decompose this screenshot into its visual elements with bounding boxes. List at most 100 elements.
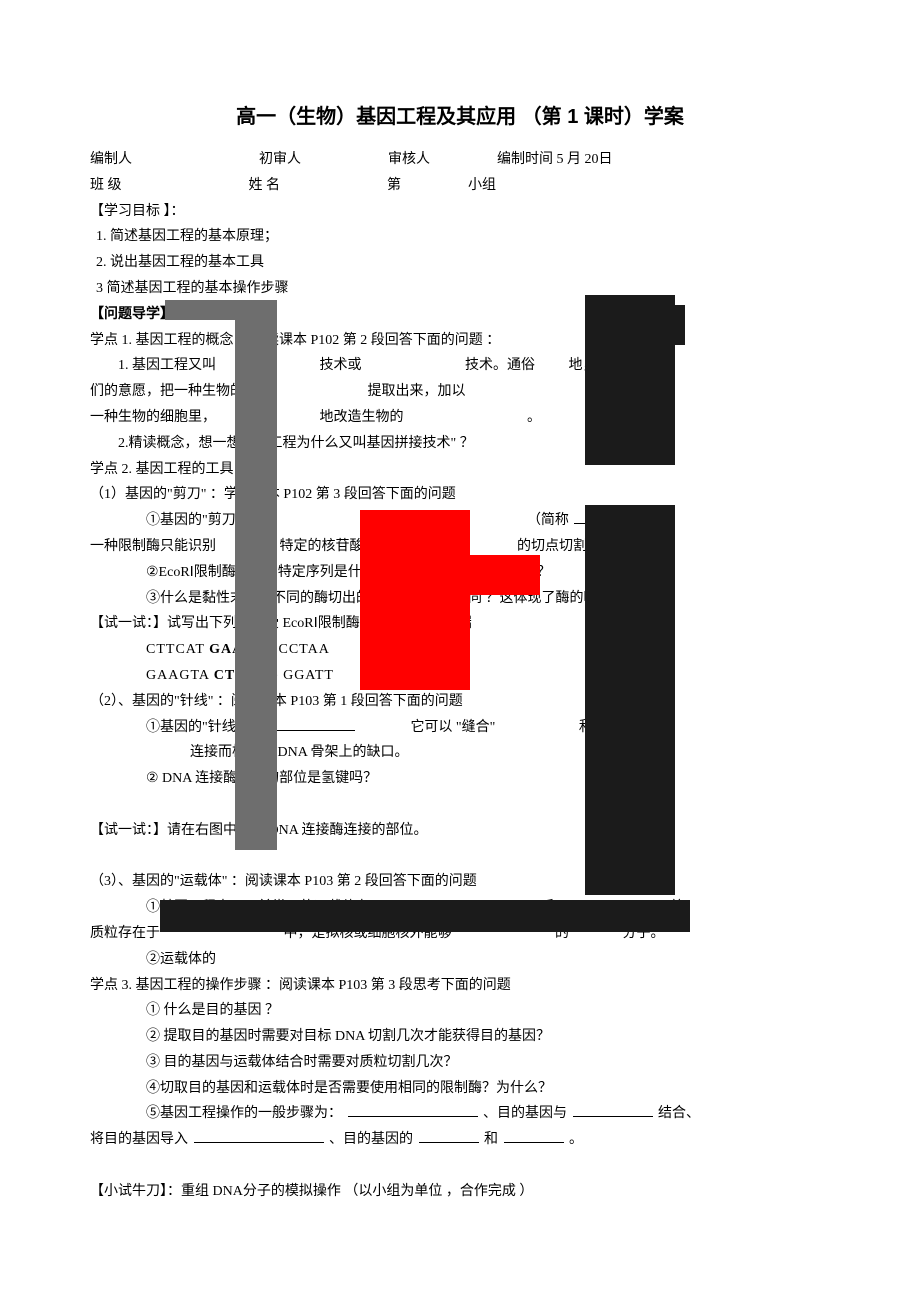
spacer2 bbox=[90, 845, 830, 869]
p2-1-2a: 一种限制酶只能识别 bbox=[90, 539, 216, 554]
p2-head: 学点 2. 基因工程的工具 ： ： bbox=[90, 458, 830, 482]
p1-1a: 1. 基因工程又叫 bbox=[118, 358, 216, 373]
meta-row-1: 编制人 初审人 审核人 编制时间 5 月 20日 bbox=[90, 148, 830, 172]
p1-3b: 地改造生物的 bbox=[320, 410, 404, 425]
blank[interactable] bbox=[566, 896, 666, 911]
seq2c: GGATT bbox=[279, 668, 334, 683]
p1-head: 学点 1. 基因工程的概念 ：阅读课本 P102 第 2 段回答下面的问题 ： bbox=[90, 329, 830, 353]
p2-1-2: 一种限制酶只能识别 特定的核苷酸序列，并在 的切点切割 DNA 分子。 bbox=[90, 535, 830, 559]
p2-3-1d: 等。 bbox=[671, 900, 699, 915]
p3-head: 学点 3. 基因工程的操作步骤 ：阅读课本 P103 第 3 段思考下面的问题 bbox=[90, 974, 830, 998]
p2-2-2: 连接而构成的 DNA 骨架上的缺口。 bbox=[90, 741, 830, 765]
p3-5b: 、目的基因与 bbox=[483, 1106, 567, 1121]
p2-3-2a: 质粒存在于 bbox=[90, 926, 160, 941]
seq2b: CTTAAG bbox=[214, 668, 279, 683]
spacer3 bbox=[90, 1154, 830, 1178]
p3-4: ④切取目的基因和运载体时是否需要使用相同的限制酶？为什么？ bbox=[90, 1077, 830, 1101]
p3-1: ① 什么是目的基因 ？ bbox=[90, 999, 830, 1023]
guide-heading: 【问题导学】 ： bbox=[90, 303, 830, 327]
p2-2-1: ①基因的"针线"是指 它可以 "缝合" 和 交替 bbox=[90, 716, 830, 740]
p1-line1: 1. 基因工程又叫 技术或 技术。通俗 地，就是按照人 bbox=[90, 354, 830, 378]
p2-3-2d: 分子。 bbox=[623, 926, 665, 941]
reviewer-label: 审核人 bbox=[388, 152, 430, 167]
meta-row-2: 班 级 姓 名 第 小组 bbox=[90, 174, 830, 198]
goal-3: 3 简述基因工程的基本操作步骤 bbox=[90, 277, 830, 301]
compile-time-value: 5 月 20日 bbox=[557, 152, 613, 167]
p1-1b: 技术或 bbox=[320, 358, 362, 373]
p1-1d: 地，就是按照人 bbox=[569, 358, 667, 373]
group-prefix: 第 bbox=[387, 178, 401, 193]
p3-6: 将目的基因导入 、目的基因的 和 。 bbox=[90, 1128, 830, 1152]
compiler-label: 编制人 bbox=[90, 152, 132, 167]
p2-1-2c: 的切点切割 DNA 分子。 bbox=[517, 539, 666, 554]
p1-1c: 技术。通俗 bbox=[465, 358, 535, 373]
page-title: 高一（生物）基因工程及其应用 （第 1 课时）学案 bbox=[90, 100, 830, 134]
p2-2-1a: ①基因的"针线"是指 bbox=[146, 720, 269, 735]
p3-5: ⑤基因工程操作的一般步骤为： 、目的基因与 结合、 bbox=[90, 1102, 830, 1126]
try1-head: 【试一试：】试写出下列序列受 EcoRⅠ限制酶作用后的粘性末端 bbox=[90, 612, 830, 636]
p2-1-1c: ） bbox=[660, 513, 674, 528]
name-label: 姓 名 bbox=[249, 178, 281, 193]
blank[interactable] bbox=[376, 896, 456, 911]
p1-3a: 一种生物的细胞里， bbox=[90, 410, 216, 425]
p1-line3: 一种生物的细胞里， 地改造生物的 。 bbox=[90, 406, 830, 430]
p1-2c: ，然后放到另 bbox=[589, 384, 673, 399]
seq-row-2: GAAGTA CTTAAG GGATT bbox=[90, 664, 830, 688]
blank[interactable] bbox=[573, 1102, 653, 1117]
p2-1-4: ③什么是黏性末端？不同的酶切出的黏性末端是否相同 ？这体现了酶的哪种特性 ？ bbox=[90, 587, 830, 611]
p1-line2: 们的意愿，把一种生物的 提取出来，加以 ，然后放到另 bbox=[90, 380, 830, 404]
goal-1: 1. 简述基因工程的基本原理； bbox=[90, 225, 830, 249]
p2-3-1: ①基因工程中，目前常用的运载体有 、 和 等。 bbox=[90, 896, 830, 920]
p2-2-1c: 和 bbox=[579, 720, 593, 735]
blank[interactable] bbox=[275, 716, 355, 731]
blank[interactable] bbox=[419, 1128, 479, 1143]
p2-3-1a: ①基因工程中，目前常用的运载体有 bbox=[146, 900, 370, 915]
p3-2: ② 提取目的基因时需要对目标 DNA 切割几次才能获得目的基因？ bbox=[90, 1025, 830, 1049]
p2-1-1: ①基因的"剪刀"是指： （简称 ） bbox=[90, 509, 830, 533]
p1-2b: 提取出来，加以 bbox=[368, 384, 466, 399]
p3-6a: 将目的基因导入 bbox=[90, 1132, 188, 1147]
group-suffix: 小组 bbox=[468, 178, 496, 193]
p2-3-3: ②运载体的 bbox=[90, 948, 830, 972]
blank[interactable] bbox=[348, 1102, 478, 1117]
p2-1-2b: 特定的核苷酸序列，并在 bbox=[280, 539, 434, 554]
p3-5a: ⑤基因工程操作的一般步骤为： bbox=[146, 1106, 342, 1121]
blank[interactable] bbox=[574, 509, 654, 524]
p1-3c: 。 bbox=[527, 410, 541, 425]
p2-1-1b: （简称 bbox=[527, 513, 569, 528]
p3-3: ③ 目的基因与运载体结合时需要对质粒切割几次？ bbox=[90, 1051, 830, 1075]
p2-2-1d: 交替 bbox=[646, 720, 674, 735]
seq1a: CTTCAT bbox=[146, 642, 209, 657]
seq1b: GAATTC bbox=[209, 642, 274, 657]
p2-3-1c: 和 bbox=[546, 900, 560, 915]
p2-3-2b: 中，是拟核或细胞核外能够 bbox=[284, 926, 452, 941]
seq2a: GAAGTA bbox=[146, 668, 214, 683]
practice: 【小试牛刀】：重组 DNA分子的模拟操作 （以小组为单位 ，合作完成 ） bbox=[90, 1180, 830, 1204]
p2-3-2: 质粒存在于 中，是拟核或细胞核外能够 的 分子。 bbox=[90, 922, 830, 946]
p1-line4: 2.精读概念，想一想基因工程为什么又叫基因拼接技术" ？ bbox=[90, 432, 830, 456]
p3-6b: 、目的基因的 bbox=[329, 1132, 413, 1147]
blank[interactable] bbox=[194, 1128, 324, 1143]
p3-6d: 。 bbox=[569, 1132, 583, 1147]
p3-6c: 和 bbox=[484, 1132, 498, 1147]
p2-1-3: ②EcoRⅠ限制酶识别的特定序列是什么 ？在哪个部位将序列切开 ？ bbox=[90, 561, 830, 585]
p2-2-head: （2）、基因的"针线" ：阅读课本 P103 第 1 段回答下面的问题 bbox=[90, 690, 830, 714]
blank[interactable] bbox=[504, 1128, 564, 1143]
p2-3-head: （3）、基因的"运载体" ：阅读课本 P103 第 2 段回答下面的问题 bbox=[90, 870, 830, 894]
p2-3-1b: 、 bbox=[461, 900, 475, 915]
p2-1-1a: ①基因的"剪刀"是指： bbox=[146, 513, 283, 528]
seq1c: CCTAA bbox=[274, 642, 330, 657]
blank[interactable] bbox=[481, 896, 541, 911]
p1-2a: 们的意愿，把一种生物的 bbox=[90, 384, 244, 399]
first-reviewer-label: 初审人 bbox=[259, 152, 301, 167]
p3-5c: 结合、 bbox=[658, 1106, 700, 1121]
compile-time-label: 编制时间 bbox=[497, 152, 553, 167]
class-label: 班 级 bbox=[90, 178, 122, 193]
try2: 【试一试：】请在右图中标出 DNA 连接酶连接的部位。 bbox=[90, 819, 830, 843]
seq-row-1: CTTCAT GAATTC CCTAA bbox=[90, 638, 830, 662]
spacer bbox=[90, 793, 830, 817]
goal-2: 2. 说出基因工程的基本工具 bbox=[90, 251, 830, 275]
p2-2-3: ② DNA 连接酶作用的部位是氢键吗？ bbox=[90, 767, 830, 791]
goals-heading: 【学习目标 】： bbox=[90, 200, 830, 224]
p2-2-1b: 它可以 "缝合" bbox=[410, 720, 495, 735]
